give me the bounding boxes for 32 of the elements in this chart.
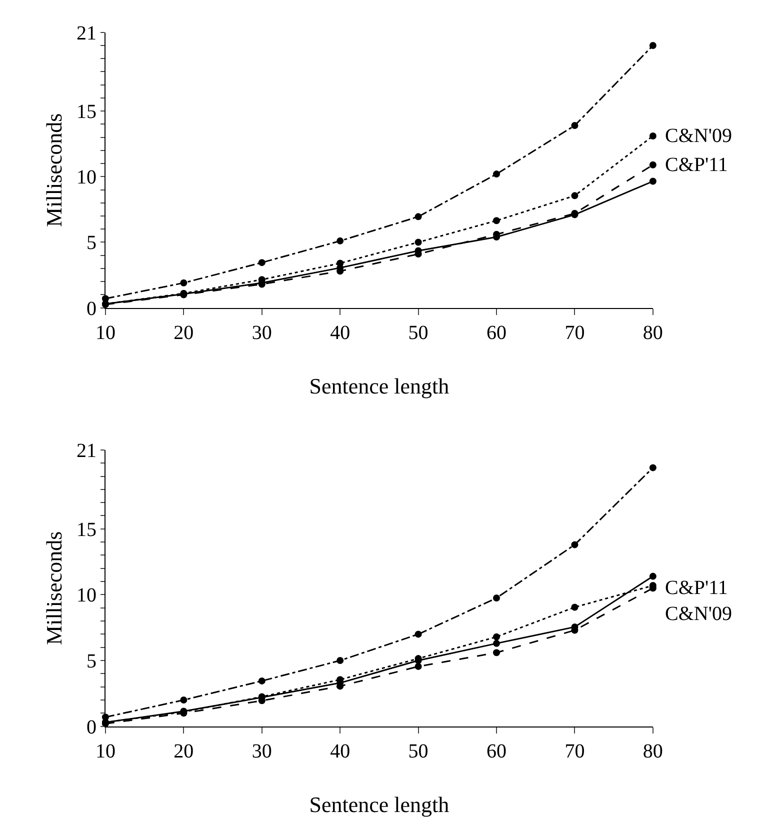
x-tick-label: 30 [252,322,272,344]
y-tick-label: 10 [76,166,96,189]
x-tick-label: 70 [564,740,585,762]
x-tick-label: 20 [174,740,194,762]
series-label: C&N'09 [665,125,732,147]
series-label: C&N'09 [665,603,732,625]
x-tick-label: 80 [642,322,663,344]
x-tick-label: 40 [330,740,350,762]
x-tick-label: 60 [486,740,507,762]
series-label: C&P'11 [665,154,728,176]
x-tick-label: 50 [408,740,428,762]
y-axis-title: Milliseconds [41,113,66,227]
y-tick-label: 15 [76,101,96,124]
y-tick-label: 21 [76,22,96,44]
x-tick-label: 70 [564,322,585,344]
x-axis-title: Sentence length [309,792,450,818]
y-axis-title: Milliseconds [41,531,66,645]
y-tick-label: 15 [76,518,96,541]
y-tick-label: 0 [86,298,96,320]
y-tick-label: 5 [86,232,96,254]
x-tick-label: 40 [330,322,350,344]
y-tick-label: 10 [76,584,96,607]
x-tick-label: 50 [408,322,428,344]
y-tick-label: 21 [76,440,96,462]
y-tick-label: 5 [86,650,96,673]
x-axis-title: Sentence length [309,374,450,399]
x-tick-label: 60 [486,322,507,344]
series-label: C&P'11 [665,577,728,599]
x-tick-label: 80 [642,740,663,762]
x-tick-label: 20 [174,322,194,344]
y-tick-label: 0 [86,716,96,738]
x-tick-label: 30 [252,740,272,762]
